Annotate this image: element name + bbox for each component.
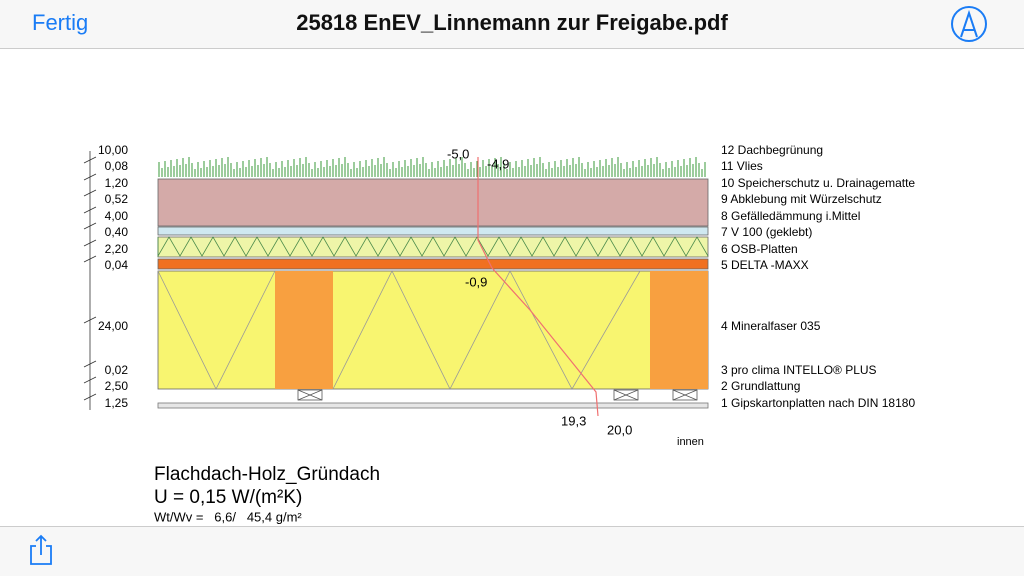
temperature: -0,9 [465, 274, 487, 289]
dimension-tick [83, 173, 97, 181]
layer-label: 1 Gipskartonplatten nach DIN 18180 [721, 396, 915, 410]
temperature: 20,0 [607, 422, 632, 437]
thickness-label: 10,00 [98, 143, 128, 157]
layer-label: 6 OSB-Platten [721, 242, 798, 256]
thickness-label: 0,40 [105, 225, 129, 239]
layer-label: 2 Grundlattung [721, 379, 800, 393]
layer-label: 8 Gefälledämmung i.Mittel [721, 209, 860, 223]
thickness-label: 2,20 [105, 242, 129, 256]
thickness-label: 4,00 [105, 209, 129, 223]
dimension-tick [83, 189, 97, 197]
layer-label: 9 Abklebung mit Würzelschutz [721, 192, 882, 206]
dimension-tick [83, 239, 97, 247]
temperature: 19,3 [561, 413, 586, 428]
thickness-label: 0,08 [105, 159, 129, 173]
thickness-label: 24,00 [98, 319, 128, 333]
layer-label: 10 Speicherschutz u. Drainagematte [721, 176, 915, 190]
doc-title: 25818 EnEV_Linnemann zur Freigabe.pdf [296, 10, 728, 35]
thickness-label: 0,02 [105, 363, 129, 377]
layer-label: 11 Vlies [721, 159, 763, 173]
caption-ratio: Wt/Wv = 6,6/ 45,4 g/m² [154, 509, 302, 524]
osb-hatch [157, 236, 709, 258]
grass [158, 157, 706, 177]
thickness-label: 0,04 [105, 258, 129, 272]
dimension-tick [83, 156, 97, 164]
batten-cross [672, 389, 698, 401]
thickness-label: 0,52 [105, 192, 129, 206]
share-button[interactable] [30, 534, 52, 565]
caption-name: Flachdach-Holz_Gründach [154, 464, 380, 485]
done-button[interactable]: Fertig [32, 10, 88, 35]
inside-label: innen [677, 436, 704, 448]
markup-button[interactable] [951, 6, 987, 42]
layer-label: 4 Mineralfaser 035 [721, 319, 821, 333]
caption-u: U = 0,15 W/(m²K) [154, 487, 302, 508]
batten-cross [297, 389, 323, 401]
temperature: -5,0 [447, 146, 469, 161]
layer-label: 7 V 100 (geklebt) [721, 225, 812, 239]
dimension-tick [83, 393, 97, 401]
batten-cross [613, 389, 639, 401]
layer-label: 12 Dachbegrünung [721, 143, 823, 157]
dimension-tick [83, 316, 97, 324]
layer-label: 3 pro clima INTELLO® PLUS [721, 363, 877, 377]
bottom-bar [0, 526, 1024, 576]
layer-label: 5 DELTA -MAXX [721, 258, 809, 272]
temperature-curve [477, 157, 599, 417]
dimension-tick [83, 222, 97, 230]
diagram [157, 157, 709, 417]
dimension-tick [83, 255, 97, 263]
dimension-tick [83, 376, 97, 384]
thickness-label: 1,20 [105, 176, 129, 190]
toolbar [0, 0, 1024, 48]
thickness-label: 1,25 [105, 396, 129, 410]
dimension-tick [83, 206, 97, 214]
thickness-label: 2,50 [105, 379, 129, 393]
dimension-tick [83, 360, 97, 368]
temperature: -4,9 [487, 156, 509, 171]
